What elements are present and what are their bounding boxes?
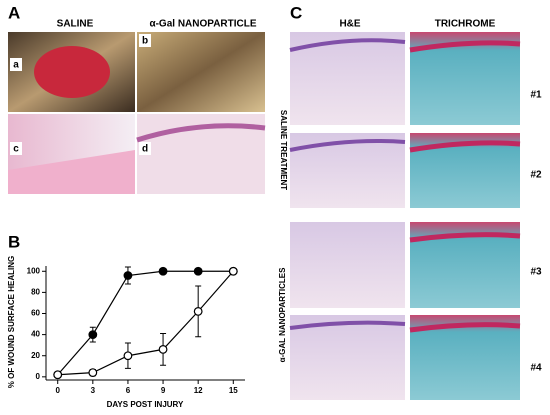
data-point xyxy=(228,266,238,276)
row-label: #1 xyxy=(530,90,542,101)
row-label: #3 xyxy=(530,267,542,278)
y-tick-label: 0 xyxy=(36,372,41,381)
data-point xyxy=(158,344,168,354)
label-box xyxy=(10,142,22,155)
column-header: H&E xyxy=(339,19,360,30)
data-point xyxy=(158,266,168,276)
panel-b: B % OF WOUND SURFACE HEALING DAYS POST I… xyxy=(7,232,245,409)
y-tick-label: 100 xyxy=(27,266,41,275)
panel-c: C H&E TRICHROME SALINE TREATMENT α-GAL N… xyxy=(278,3,542,400)
epidermis xyxy=(136,123,266,143)
x-tick-label: 12 xyxy=(194,386,203,395)
data-point xyxy=(193,306,203,316)
wound xyxy=(34,46,110,98)
y-tick-label: 20 xyxy=(31,351,40,360)
y-tick-label: 60 xyxy=(31,309,40,318)
label-box xyxy=(139,142,151,155)
epidermis xyxy=(409,40,521,333)
series-line xyxy=(57,270,234,376)
row-label: #2 xyxy=(530,170,542,181)
panel-label: C xyxy=(290,3,302,22)
panel-a: A SALINE α-Gal NANOPARTICLE a b c d xyxy=(8,3,266,194)
data-point xyxy=(193,266,203,276)
y-axis-label: % OF WOUND SURFACE HEALING xyxy=(7,256,16,388)
x-tick-label: 3 xyxy=(91,386,96,395)
column-header: TRICHROME xyxy=(435,19,496,30)
data-point xyxy=(123,351,133,361)
x-tick-label: 15 xyxy=(229,386,238,395)
photo xyxy=(137,32,265,112)
group-label: α-GAL NANOPARTICLES xyxy=(278,267,287,363)
x-axis-label: DAYS POST INJURY xyxy=(107,400,184,409)
column-header: SALINE xyxy=(57,19,94,30)
y-tick-label: 40 xyxy=(31,330,40,339)
label-box xyxy=(139,34,151,47)
data-point xyxy=(53,370,63,380)
image-label: b xyxy=(142,36,148,47)
x-tick-label: 6 xyxy=(126,386,131,395)
group-label: SALINE TREATMENT xyxy=(279,110,288,190)
y-tick-label: 80 xyxy=(31,287,40,296)
image-label: a xyxy=(13,60,19,71)
he-image xyxy=(290,315,405,400)
column-header: α-Gal NANOPARTICLE xyxy=(149,19,256,30)
data-point xyxy=(88,368,98,378)
row-label: #4 xyxy=(530,363,542,374)
data-point xyxy=(123,271,133,280)
he-image xyxy=(290,222,405,308)
panel-label: B xyxy=(8,232,20,251)
data-point xyxy=(88,330,98,340)
series-line xyxy=(57,270,234,376)
image-label: c xyxy=(13,144,19,155)
image-label: d xyxy=(142,144,148,155)
x-tick-label: 9 xyxy=(161,386,166,395)
panel-label: A xyxy=(8,3,20,22)
he-image xyxy=(290,133,405,208)
epidermis xyxy=(289,38,406,330)
label-box xyxy=(10,58,22,71)
tissue xyxy=(8,150,135,194)
x-tick-label: 0 xyxy=(55,386,60,395)
